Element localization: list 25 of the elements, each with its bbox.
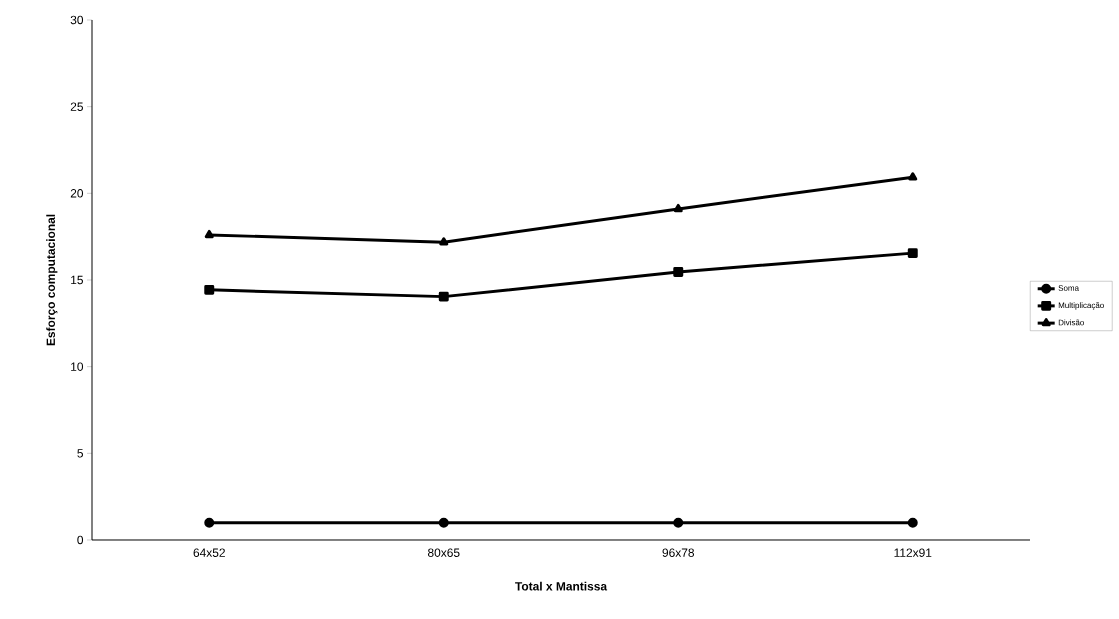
y-tick-label: 10 (71, 362, 84, 371)
y-tick-label: 0 (77, 535, 84, 545)
y-tick-label: 20 (70, 189, 84, 198)
y-tick-label: 5 (77, 449, 83, 458)
point (907, 517, 918, 528)
x-tick-label: 80x65 (427, 548, 460, 557)
point (204, 517, 215, 528)
y-tick-label: 30 (70, 15, 84, 25)
point (673, 203, 683, 213)
point (204, 284, 215, 295)
point (673, 517, 684, 528)
y-tick-label: 15 (71, 275, 83, 285)
point (907, 248, 918, 259)
point (908, 172, 918, 181)
point (438, 291, 449, 302)
y-axis-title: Esforço computacional (46, 214, 58, 346)
point (673, 267, 684, 277)
x-tick-label: 64x52 (193, 548, 225, 557)
point (439, 237, 449, 246)
x-tick-label: 96x78 (662, 548, 695, 557)
y-tick-label: 25 (70, 102, 83, 111)
x-tick-label: 112x91 (894, 548, 932, 557)
point (438, 517, 449, 528)
x-axis-title: Total x Mantissa (515, 581, 608, 591)
point (204, 229, 214, 239)
